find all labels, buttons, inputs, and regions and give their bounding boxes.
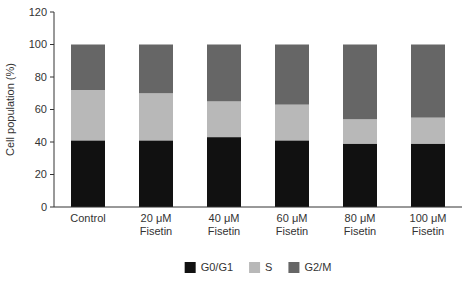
legend-item: G0/G1	[185, 261, 233, 273]
bar-segment	[71, 45, 105, 91]
bar-segment	[207, 45, 241, 102]
y-tick	[50, 44, 54, 45]
y-tick	[50, 174, 54, 175]
y-tick	[50, 142, 54, 143]
y-tick	[50, 109, 54, 110]
bar-segment	[275, 105, 309, 141]
y-tick-label: 100	[29, 38, 47, 50]
legend-label: S	[265, 261, 272, 273]
bar-segment	[139, 140, 173, 207]
legend-swatch	[249, 262, 260, 273]
y-tick-label: 120	[29, 6, 47, 18]
x-axis-line	[54, 207, 462, 208]
y-tick-label: 80	[35, 71, 47, 83]
bar-segment	[71, 140, 105, 207]
bar-segment	[411, 118, 445, 144]
bar-segment	[343, 45, 377, 120]
y-tick	[50, 207, 54, 208]
chart-container: 0 20 40 60 80 100 120 Control 20 μMFisetin 40 μMF…	[0, 0, 474, 281]
x-tick-label: 60 μMFisetin	[276, 212, 308, 237]
x-tick-label: 40 μMFisetin	[208, 212, 240, 237]
bar-segment	[139, 93, 173, 140]
bar-segment	[343, 119, 377, 143]
bar-segment	[275, 45, 309, 105]
bar-segment	[139, 45, 173, 94]
x-tick-label: 100 μMFisetin	[410, 212, 447, 237]
y-axis-label: Cell population (%)	[4, 63, 16, 156]
page: {"chart_data": {"type": "bar", "stacked"…	[0, 0, 474, 281]
y-tick-label: 60	[35, 103, 47, 115]
bar-segment	[71, 90, 105, 140]
axes: 0 20 40 60 80 100 120 Control 20 μMFisetin 40 μMF…	[29, 6, 462, 238]
legend: G0/G1 S G2/M	[185, 261, 332, 273]
legend-item: S	[249, 261, 272, 273]
legend-swatch	[288, 262, 299, 273]
chart-svg: 0 20 40 60 80 100 120 Control 20 μMFisetin 40 μMF…	[0, 0, 474, 281]
legend-label: G2/M	[304, 261, 331, 273]
x-tick-label: 20 μMFisetin	[140, 212, 172, 237]
x-tick-label: Control	[70, 212, 105, 224]
legend-label: G0/G1	[201, 261, 233, 273]
bar-segment	[411, 45, 445, 118]
bar-segment	[343, 144, 377, 207]
bar-segment	[275, 140, 309, 207]
y-tick	[50, 12, 54, 13]
x-tick-label: 80 μMFisetin	[344, 212, 376, 237]
y-tick-label: 0	[41, 201, 47, 213]
legend-swatch	[185, 262, 196, 273]
y-tick	[50, 77, 54, 78]
bar-segment	[207, 137, 241, 207]
bar-segment	[411, 144, 445, 207]
bar-segment	[207, 101, 241, 137]
bars	[71, 45, 445, 208]
y-tick-label: 20	[35, 168, 47, 180]
y-tick-label: 40	[35, 136, 47, 148]
legend-item: G2/M	[288, 261, 331, 273]
